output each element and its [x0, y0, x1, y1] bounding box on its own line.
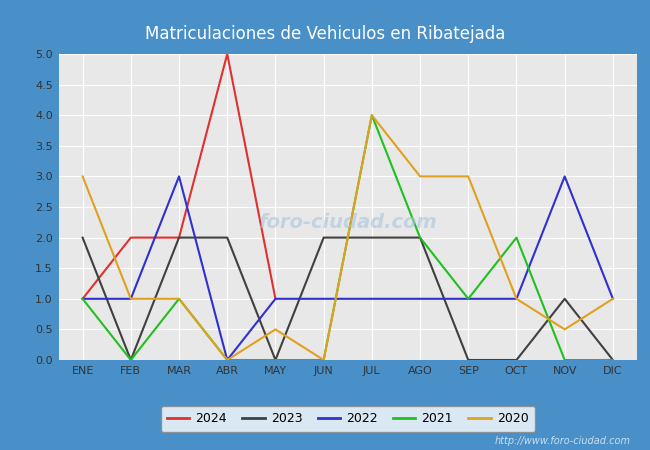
Text: http://www.foro-ciudad.com: http://www.foro-ciudad.com [495, 436, 630, 446]
Text: Matriculaciones de Vehiculos en Ribatejada: Matriculaciones de Vehiculos en Ribateja… [145, 25, 505, 43]
2021 [368, 112, 376, 118]
2023 [368, 235, 376, 240]
2021 [127, 357, 135, 363]
Text: foro-ciudad.com: foro-ciudad.com [259, 213, 437, 232]
2023 [416, 235, 424, 240]
2023 [224, 235, 231, 240]
2024 [224, 51, 231, 57]
2024 [175, 235, 183, 240]
2020 [464, 174, 472, 179]
2022 [127, 296, 135, 302]
2022 [224, 357, 231, 363]
2021 [609, 357, 617, 363]
2024 [272, 296, 280, 302]
2023 [320, 235, 328, 240]
2022 [513, 296, 521, 302]
2022 [609, 296, 617, 302]
2021 [175, 296, 183, 302]
2022 [79, 296, 86, 302]
2022 [464, 296, 472, 302]
2024 [127, 235, 135, 240]
2023 [609, 357, 617, 363]
2020 [416, 174, 424, 179]
2021 [224, 357, 231, 363]
2022 [368, 296, 376, 302]
2021 [464, 296, 472, 302]
2021 [79, 296, 86, 302]
Line: 2021: 2021 [83, 115, 613, 360]
2021 [272, 357, 280, 363]
Line: 2020: 2020 [83, 115, 613, 360]
Line: 2022: 2022 [83, 176, 613, 360]
2020 [320, 357, 328, 363]
2023 [79, 235, 86, 240]
2020 [127, 296, 135, 302]
2021 [561, 357, 569, 363]
Line: 2023: 2023 [83, 238, 613, 360]
2020 [368, 112, 376, 118]
2023 [127, 357, 135, 363]
2024 [79, 296, 86, 302]
2023 [464, 357, 472, 363]
2020 [175, 296, 183, 302]
2020 [561, 327, 569, 332]
2021 [416, 235, 424, 240]
2020 [513, 296, 521, 302]
2023 [561, 296, 569, 302]
2023 [513, 357, 521, 363]
2020 [224, 357, 231, 363]
2020 [272, 327, 280, 332]
2021 [513, 235, 521, 240]
2021 [320, 357, 328, 363]
2022 [416, 296, 424, 302]
2020 [609, 296, 617, 302]
2022 [175, 174, 183, 179]
2023 [175, 235, 183, 240]
2022 [320, 296, 328, 302]
2022 [272, 296, 280, 302]
2022 [561, 174, 569, 179]
Legend: 2024, 2023, 2022, 2021, 2020: 2024, 2023, 2022, 2021, 2020 [161, 406, 535, 432]
2023 [272, 357, 280, 363]
2020 [79, 174, 86, 179]
Line: 2024: 2024 [83, 54, 276, 299]
